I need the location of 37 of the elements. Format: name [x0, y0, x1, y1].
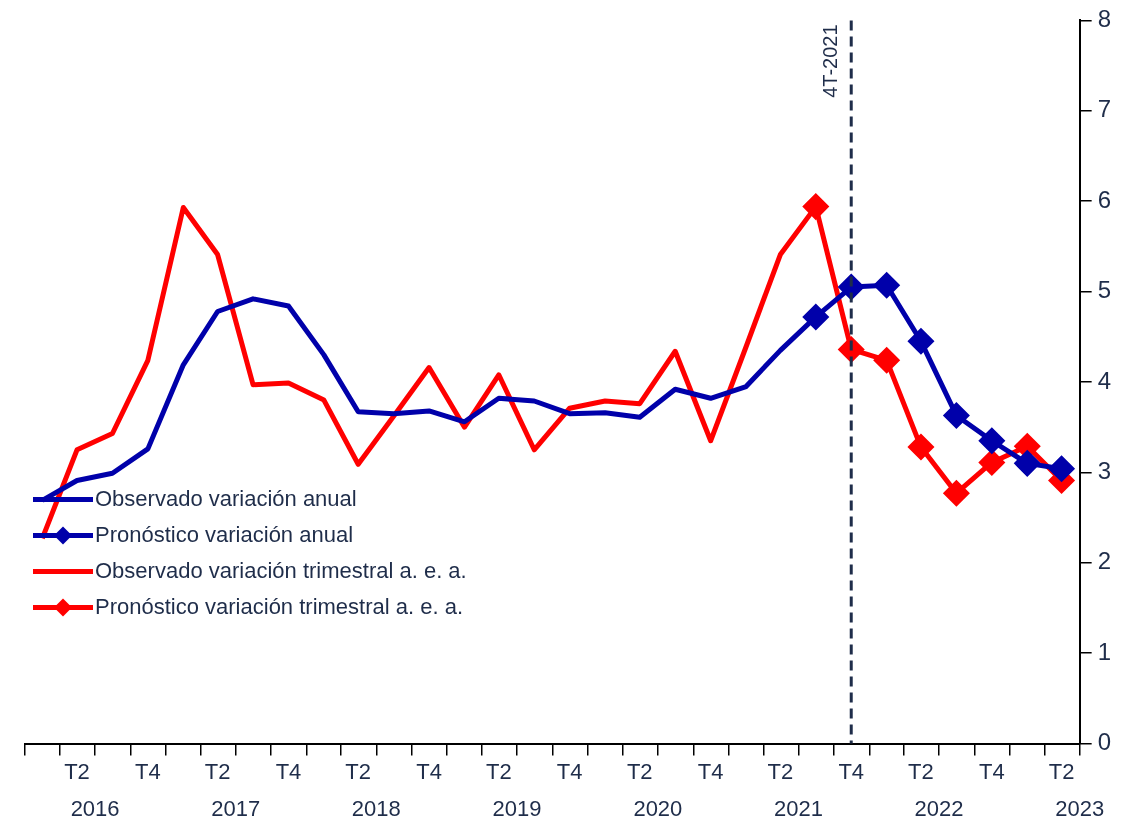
x-tick-label: T2	[345, 758, 372, 784]
y-tick-label: 4	[1097, 366, 1112, 394]
text: 2018	[351, 795, 401, 821]
text: 2022	[914, 795, 964, 821]
y-tick-label: 6	[1097, 185, 1112, 213]
y-tick-label: 2	[1097, 547, 1112, 575]
legend-label: Observado variación trimestral a. e. a.	[95, 557, 467, 583]
x-tick-label: T2	[485, 758, 512, 784]
legend-label: Pronóstico variación anual	[95, 521, 354, 547]
text: 2017	[211, 795, 261, 821]
x-tick-label: T2	[767, 758, 794, 784]
x-tick-label: T4	[838, 758, 865, 784]
text: 2019	[492, 795, 542, 821]
text: 2023	[1055, 795, 1105, 821]
text: 2020	[633, 795, 683, 821]
x-tick-label: T4	[978, 758, 1005, 784]
y-tick-label: 7	[1097, 95, 1112, 123]
text: 2021	[773, 795, 823, 821]
x-tick-label: T2	[626, 758, 653, 784]
y-tick-label: 5	[1097, 276, 1112, 304]
x-tick-label: T2	[64, 758, 90, 784]
x-tick-label: T4	[275, 758, 302, 784]
x-tick-label: T4	[697, 758, 724, 784]
x-tick-label: T2	[1048, 758, 1075, 784]
x-tick-label: T4	[556, 758, 583, 784]
ref-line-label: 4T-2021	[818, 24, 841, 98]
y-tick-label: 1	[1097, 637, 1112, 665]
legend-label: Pronóstico variación trimestral a. e. a.	[95, 593, 464, 619]
x-tick-label: T2	[908, 758, 934, 784]
x-tick-label: T4	[135, 758, 161, 784]
x-tick-label: T4	[416, 758, 442, 784]
y-tick-label: 8	[1097, 5, 1112, 33]
text: 2016	[70, 795, 120, 821]
x-tick-label: T2	[204, 758, 231, 784]
legend-label: Observado variación anual	[95, 485, 357, 511]
y-tick-label: 3	[1097, 457, 1112, 485]
y-tick-label: 0	[1097, 728, 1112, 756]
